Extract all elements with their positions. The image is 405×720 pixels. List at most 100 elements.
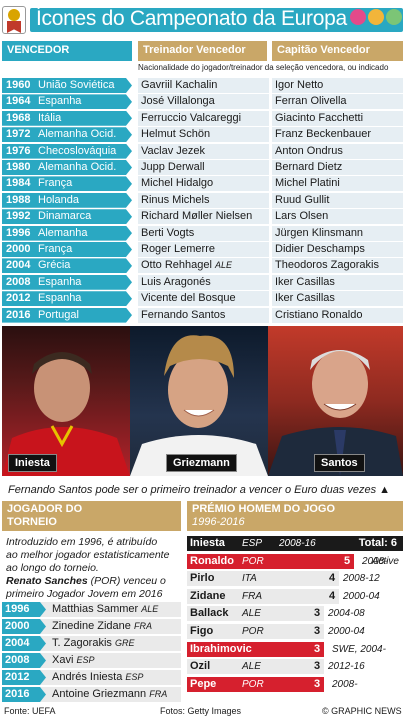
captain-cell: Iker Casillas — [272, 291, 403, 307]
winner-year: 2004 — [6, 259, 31, 272]
coach-cell: Luis Aragonés — [138, 274, 269, 290]
mom-total: 4 — [329, 589, 336, 602]
mom-total: 3 — [314, 642, 321, 655]
pot-nationality: FRA — [149, 689, 168, 699]
mom-total: 3 — [314, 625, 321, 637]
mom-name: Pepe — [190, 677, 217, 690]
sanches-rest: (POR) venceu o — [87, 575, 166, 587]
winner-team: Espanha — [38, 95, 82, 108]
pot-year: 2016 — [2, 687, 46, 702]
coach-cell: Gavriil Kachalin — [138, 78, 269, 93]
coach-cell: Richard Møller Nielsen — [138, 209, 269, 225]
mom-name: Ibrahimovic — [190, 642, 252, 655]
mom-years: 2008- — [362, 555, 388, 567]
winner-cell: 2000 França — [2, 242, 132, 257]
winner-year: 1992 — [6, 210, 31, 223]
mom-name: Ballack — [190, 607, 229, 620]
caption-iniesta: Iniesta — [8, 454, 57, 472]
man-of-match-row: Iniesta ESP 2008-16 Total: 6 — [187, 536, 403, 551]
winner-cell: 1960 União Soviética — [2, 78, 132, 93]
coach-name: Rinus Michels — [141, 193, 210, 206]
winner-row: 2000 França Roger Lemerre Didier Deschamps — [2, 242, 403, 257]
footer-source: Fonte: UEFA — [4, 706, 56, 716]
winner-row: 1988 Holanda Rinus Michels Ruud Gullit — [2, 192, 403, 208]
man-of-match-row: Figo POR 2000-04 3 — [187, 624, 403, 639]
mom-total: 3 — [314, 607, 321, 620]
pot-nationality: GRE — [114, 638, 135, 648]
mom-nationality: ALE — [242, 661, 261, 673]
winner-row: 1972 Alemanha Ocid. Helmut Schön Franz Bec… — [2, 127, 403, 143]
mom-nationality: POR — [242, 626, 264, 637]
title-bar: Ícones do Campeonato da Europa — [2, 4, 403, 34]
coach-cell: José Villalonga — [138, 94, 269, 110]
pot-player: Matthias Sammer ALE — [52, 602, 158, 617]
mom-name: Pirlo — [190, 572, 215, 585]
winner-team: Grécia — [38, 259, 71, 272]
captain-cell: Ruud Gullit — [272, 192, 403, 208]
player-of-tournament-heading: JOGADOR DO TORNEIO — [2, 501, 181, 531]
captain-cell: Lars Olsen — [272, 209, 403, 225]
winner-cell: 1976 Checoslováquia — [2, 143, 132, 159]
man-of-match-row: Pepe POR 2008- 3 — [187, 676, 403, 692]
captain-cell: Cristiano Ronaldo — [272, 307, 403, 323]
man-of-match-row: Ibrahimovic SWE, 2004- 3 — [187, 641, 403, 657]
pot-year: 2004 — [2, 636, 46, 651]
captain-cell: Ferran Olivella — [272, 94, 403, 110]
intro-line: ao longo do torneio. — [6, 562, 99, 574]
header-coach: Treinador Vencedor — [138, 41, 267, 61]
winner-row: 1984 França Michel Hidalgo Michel Platini — [2, 176, 403, 192]
coach-name: Helmut Schön — [141, 128, 211, 141]
footer-photos: Fotos: Getty Images — [160, 706, 242, 716]
winner-team: França — [38, 243, 73, 255]
captain-cell: Iker Casillas — [272, 274, 403, 290]
winner-year: 2012 — [6, 292, 31, 305]
winner-row: 2008 Espanha Luis Aragonés Iker Casillas — [2, 274, 403, 290]
mom-bar — [187, 588, 339, 604]
coach-name: Richard Møller Nielsen — [141, 210, 253, 223]
mom-bar — [187, 624, 324, 639]
player-of-tournament-row: 2016 Antoine Griezmann FRA — [2, 687, 181, 702]
winner-team: França — [38, 177, 73, 190]
mom-bar — [187, 659, 324, 675]
winner-year: 2016 — [6, 308, 31, 321]
coach-name: Jupp Derwall — [141, 161, 205, 173]
winner-year: 1968 — [6, 111, 31, 124]
winner-row: 1960 União Soviética Gavriil Kachalin Igor… — [2, 78, 403, 93]
winner-team: Espanha — [38, 275, 82, 288]
coach-cell: Berti Vogts — [138, 225, 269, 241]
player-of-tournament-row: 2000 Zinedine Zidane FRA — [2, 619, 181, 634]
captain-cell: Franz Beckenbauer — [272, 127, 403, 143]
mom-years: SWE, 2004- — [332, 643, 386, 655]
coach-name: Roger Lemerre — [141, 243, 215, 255]
winner-year: 1980 — [6, 161, 31, 173]
coach-name: Fernando Santos — [141, 308, 226, 321]
winner-year: 2008 — [6, 275, 31, 288]
mom-bar — [187, 606, 324, 622]
winner-cell: 1984 França — [2, 176, 132, 192]
sanches-line2: primeiro Jogador Jovem em 2016 — [6, 588, 163, 600]
winner-year: 1964 — [6, 95, 31, 108]
santos-photo: Santos — [268, 326, 403, 476]
coach-cell: Otto Rehhagel ALE — [138, 258, 269, 274]
winner-cell: 2008 Espanha — [2, 274, 132, 290]
ball-decoration-icon — [368, 9, 384, 25]
mom-total: 5 — [344, 554, 351, 567]
winner-row: 1980 Alemanha Ocid. Jupp Derwall Bernard D… — [2, 160, 403, 175]
photo-strip: Iniesta Griezmann Santos — [2, 326, 403, 476]
man-of-match-heading: Prémio Homem do Jogo 1996-2016 — [187, 501, 403, 531]
winner-team: União Soviética — [38, 79, 115, 91]
coach-name: Michel Hidalgo — [141, 177, 214, 190]
player-of-tournament-row: 2012 Andrés Iniesta ESP — [2, 670, 181, 685]
man-of-match-row: Ballack ALE 2004-08 3 — [187, 606, 403, 622]
mom-name: Figo — [190, 625, 214, 637]
winner-year: 1972 — [6, 128, 31, 141]
mom-total: 3 — [314, 660, 321, 673]
winner-cell: 2016 Portugal — [2, 307, 132, 323]
pot-player: Zinedine Zidane FRA — [52, 619, 152, 634]
winner-team: Itália — [38, 111, 62, 124]
coach-cell: Rinus Michels — [138, 192, 269, 208]
winner-row: 1964 Espanha José Villalonga Ferran Olivel… — [2, 94, 403, 110]
winner-row: 1992 Dinamarca Richard Møller Nielsen Lars… — [2, 209, 403, 225]
winner-row: 1976 Checoslováquia Vaclav Jezek Anton Ond… — [2, 143, 403, 159]
mom-total: 4 — [329, 572, 336, 585]
